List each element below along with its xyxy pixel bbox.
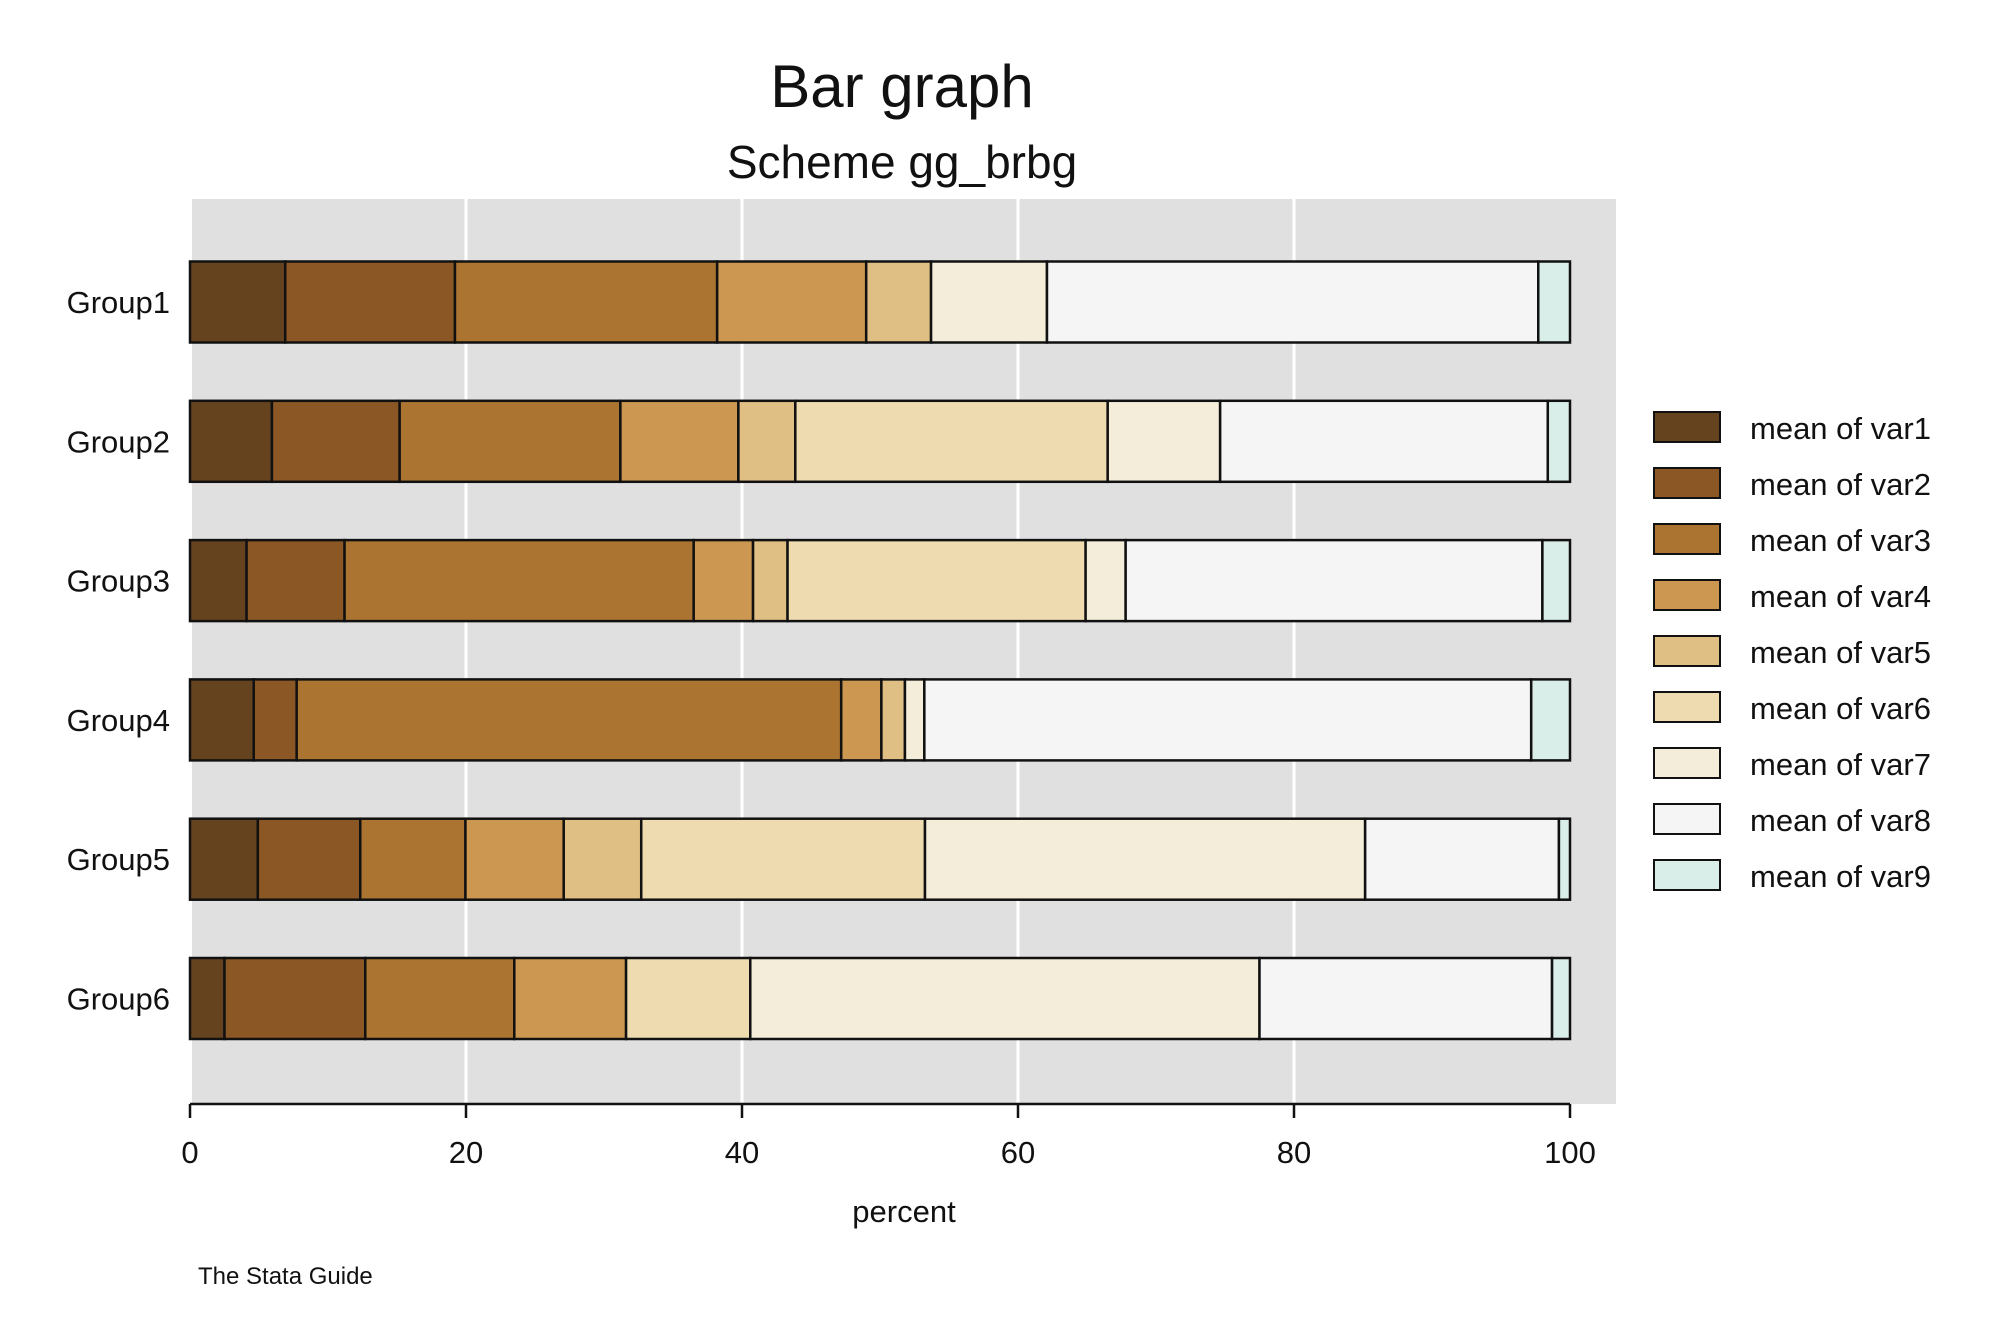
bar-segment xyxy=(245,538,346,623)
bar-segment xyxy=(1045,260,1540,344)
bar-segment xyxy=(903,678,926,762)
x-tick-label: 60 xyxy=(1001,1135,1035,1170)
bar-segment xyxy=(639,817,927,901)
chart-title: Bar graph xyxy=(770,53,1034,120)
category-label: Group2 xyxy=(67,424,170,459)
bar-segment xyxy=(188,260,287,344)
bar-segment xyxy=(252,678,298,762)
bar-segment xyxy=(188,956,226,1041)
bar-segment xyxy=(1363,817,1561,901)
category-label: Group5 xyxy=(67,842,170,877)
bar-segment xyxy=(1218,399,1550,484)
bar-segment xyxy=(1106,399,1222,484)
bar-segment xyxy=(295,678,843,762)
bar-segment xyxy=(188,538,248,623)
bar-segment xyxy=(880,678,907,762)
bar-segment xyxy=(283,260,457,344)
bar-segment xyxy=(223,956,367,1041)
bar-segment xyxy=(188,399,274,484)
category-label: Group6 xyxy=(67,982,170,1017)
bar-segment xyxy=(398,399,622,484)
legend-label: mean of var2 xyxy=(1750,467,1931,502)
bar-segment xyxy=(453,260,719,344)
x-axis-title: percent xyxy=(852,1194,956,1229)
legend-label: mean of var4 xyxy=(1750,579,1931,614)
bar-segment xyxy=(715,260,868,344)
legend: mean of var1 mean of var2 mean of var3 mean… xyxy=(1653,411,1931,894)
plot-area-background xyxy=(192,199,1616,1104)
bar-segment xyxy=(624,956,752,1041)
bar-segment xyxy=(1537,260,1572,344)
legend-label: mean of var7 xyxy=(1750,747,1931,782)
bar-segment xyxy=(188,817,260,901)
x-tick-label: 80 xyxy=(1277,1135,1311,1170)
x-axis: 0 20 40 60 80 100 xyxy=(181,1102,1596,1170)
bar-segment xyxy=(929,260,1049,344)
x-tick-label: 0 xyxy=(181,1135,198,1170)
legend-label: mean of var3 xyxy=(1750,523,1931,558)
bar-segment xyxy=(786,538,1087,623)
bars xyxy=(188,260,1572,1041)
legend-swatch xyxy=(1653,635,1721,667)
legend-swatch xyxy=(1653,523,1721,555)
bar-segment xyxy=(1546,399,1572,484)
legend-swatch xyxy=(1653,467,1721,499)
bar-segment xyxy=(619,399,740,484)
bar-segment xyxy=(749,956,1261,1041)
category-label: Group4 xyxy=(67,703,170,738)
bar-segment xyxy=(513,956,628,1041)
legend-swatch xyxy=(1653,747,1721,779)
bar-segment xyxy=(1529,678,1572,762)
bar-segment xyxy=(256,817,362,901)
legend-label: mean of var6 xyxy=(1750,691,1931,726)
category-label: Group3 xyxy=(67,564,170,599)
legend-swatch xyxy=(1653,579,1721,611)
bar-segment xyxy=(1084,538,1127,623)
bar-segment xyxy=(794,399,1109,484)
chart-subtitle: Scheme gg_brbg xyxy=(727,136,1077,188)
bar-segment xyxy=(751,538,789,623)
legend-swatch xyxy=(1653,691,1721,723)
category-label: Group1 xyxy=(67,285,170,320)
bar-segment xyxy=(692,538,755,623)
bar-segment xyxy=(864,260,933,344)
bar-segment xyxy=(343,538,695,623)
bar-segment xyxy=(839,678,883,762)
bar-segment xyxy=(1541,538,1572,623)
bar-segment xyxy=(364,956,516,1041)
gridlines xyxy=(464,199,1296,1104)
bar-segment xyxy=(923,817,1367,901)
x-tick-label: 40 xyxy=(725,1135,759,1170)
category-labels: Group1 Group2 Group3 Group4 Group5 Group6 xyxy=(67,285,170,1017)
bar-segment xyxy=(1124,538,1544,623)
bar-segment xyxy=(270,399,401,484)
bar-segment xyxy=(562,817,643,901)
bar-segment xyxy=(1258,956,1554,1041)
legend-swatch xyxy=(1653,803,1721,835)
legend-label: mean of var5 xyxy=(1750,635,1931,670)
bar-segment xyxy=(188,678,255,762)
bar-segment xyxy=(464,817,565,901)
legend-swatch xyxy=(1653,859,1721,891)
x-tick-label: 20 xyxy=(449,1135,483,1170)
x-tick-label: 100 xyxy=(1544,1135,1596,1170)
legend-label: mean of var8 xyxy=(1750,803,1931,838)
chart-note: The Stata Guide xyxy=(198,1263,373,1290)
bar-segment xyxy=(1557,817,1572,901)
bar-segment xyxy=(923,678,1533,762)
bar-segment xyxy=(359,817,467,901)
legend-swatch xyxy=(1653,411,1721,443)
bar-segment xyxy=(1550,956,1572,1041)
legend-label: mean of var1 xyxy=(1750,411,1931,446)
legend-label: mean of var9 xyxy=(1750,859,1931,894)
bar-segment xyxy=(737,399,797,484)
